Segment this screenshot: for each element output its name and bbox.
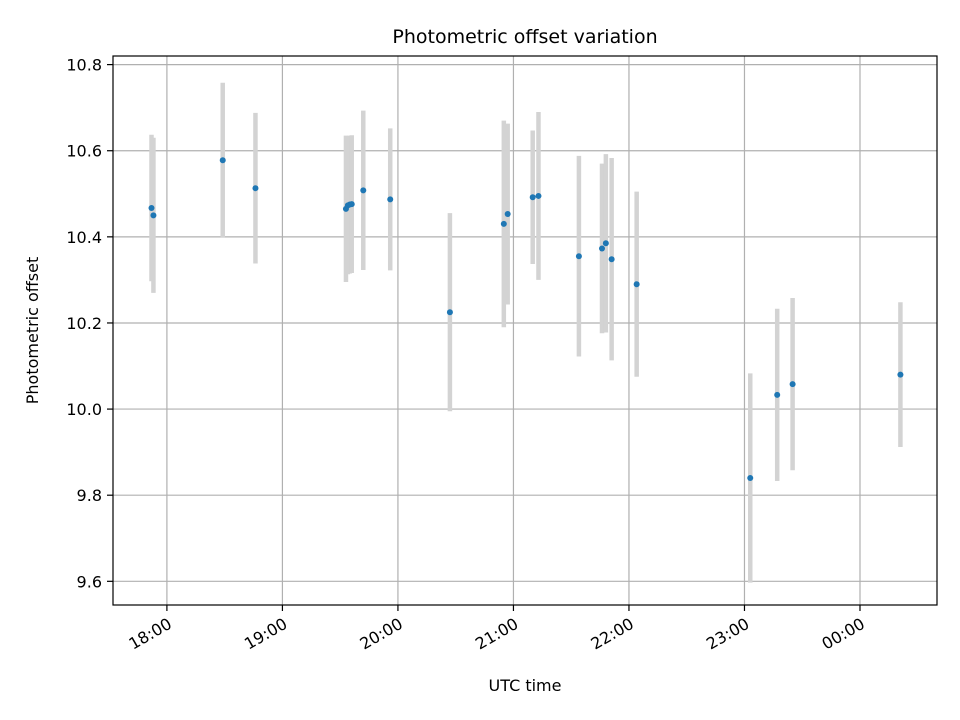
data-point [633, 281, 640, 288]
y-tick-label: 10.0 [66, 400, 102, 419]
y-axis-label: Photometric offset [23, 257, 42, 405]
grid [113, 56, 937, 605]
data-point [348, 201, 355, 208]
data-point [789, 381, 796, 388]
data-point [148, 204, 155, 211]
plot-frame [112, 55, 938, 606]
y-tick-label: 10.2 [66, 314, 102, 333]
data-point [387, 196, 394, 203]
data-point [535, 192, 542, 199]
y-axis-ticks: 9.6 9.8 10.0 10.2 10.4 10.6 10.8 [66, 56, 113, 591]
data-point [529, 194, 536, 201]
data-point [599, 245, 606, 252]
data-point [150, 212, 157, 219]
data-point [219, 157, 226, 164]
data-points [148, 157, 904, 481]
data-point [747, 474, 754, 481]
y-tick-label: 10.4 [66, 228, 102, 247]
data-point [608, 256, 615, 263]
data-point [774, 391, 781, 398]
y-tick-label: 10.6 [66, 142, 102, 161]
y-tick-label: 10.8 [66, 56, 102, 75]
data-point [504, 211, 511, 218]
data-point [897, 371, 904, 378]
y-tick-label: 9.8 [77, 486, 102, 505]
data-point [500, 220, 507, 227]
y-tick-label: 9.6 [77, 572, 102, 591]
data-point [360, 187, 367, 194]
data-point [252, 185, 259, 192]
chart-title: Photometric offset variation [392, 26, 657, 48]
data-point [575, 253, 582, 260]
data-point [446, 309, 453, 316]
x-axis-label: UTC time [489, 676, 562, 695]
data-point [602, 240, 609, 247]
